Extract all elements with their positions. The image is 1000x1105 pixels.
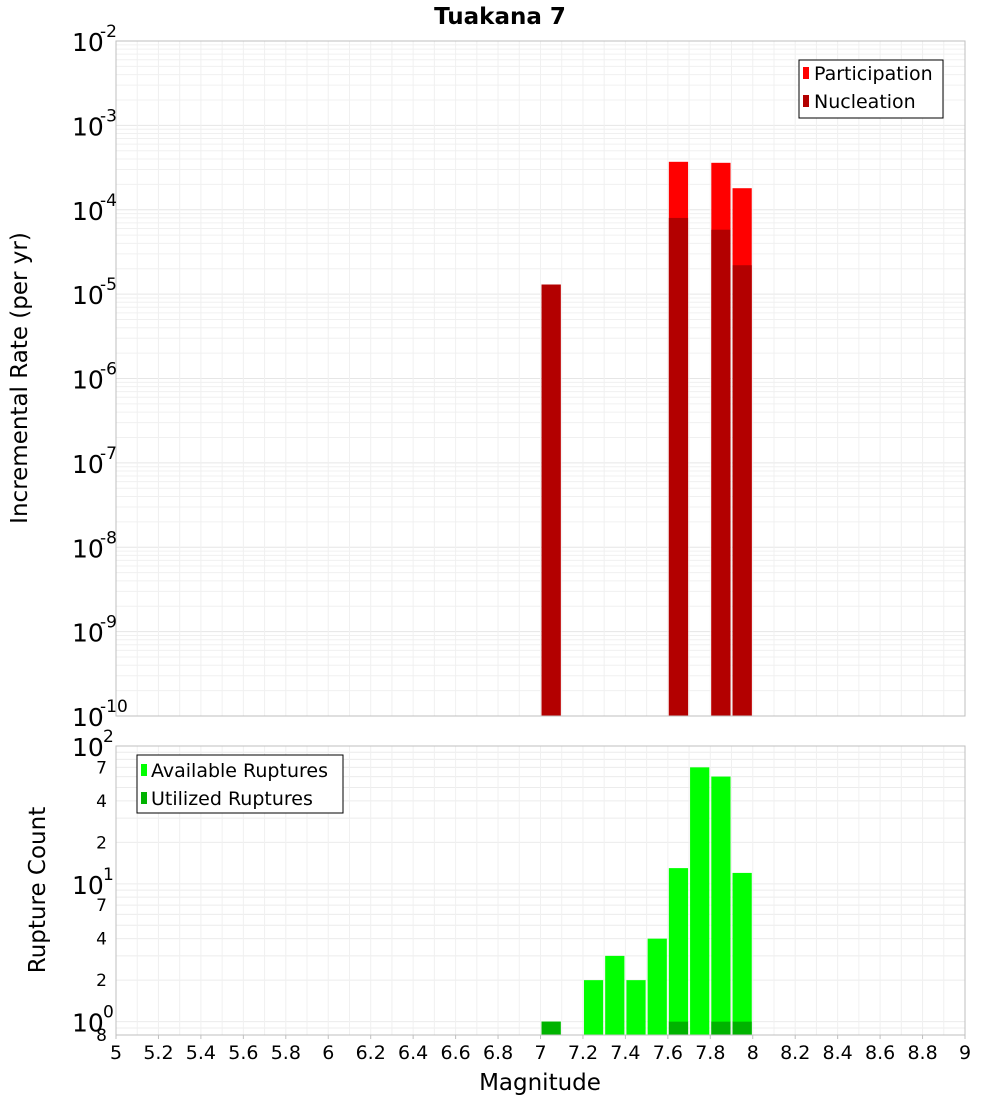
bottom-y-minor-tick-label: 8 <box>96 1026 107 1046</box>
bottom-y-tick-exponent: 1 <box>103 865 114 885</box>
x-tick-label: 5.6 <box>228 1042 258 1064</box>
x-tick-label: 5.4 <box>186 1042 216 1064</box>
bottom-y-axis-label: Rupture Count <box>25 807 51 973</box>
bottom-legend: Available Ruptures Utilized Ruptures <box>136 754 344 814</box>
available-ruptures-bar <box>583 980 604 1035</box>
bottom-legend-box <box>136 754 344 814</box>
available-ruptures-bar <box>647 938 667 1035</box>
legend-swatch-utilized <box>141 792 147 804</box>
x-axis-label: Magnitude <box>479 1070 601 1096</box>
bottom-y-tick-base: 10 <box>72 871 104 900</box>
x-tick-label: 7.2 <box>568 1042 598 1064</box>
x-tick-labels: 5 5.2 5.4 5.6 5.8 6 6.2 6.4 6.6 6.8 7 7.2 7.4 7.6 7.8 8… <box>110 1035 971 1064</box>
bottom-y-minor-tick-label: 7 <box>96 896 107 916</box>
utilized-ruptures-bar <box>732 1021 752 1035</box>
top-y-tick-base: 10 <box>72 703 104 732</box>
nucleation-bar <box>732 265 752 716</box>
x-tick-label: 5 <box>110 1042 122 1064</box>
available-ruptures-bar <box>605 955 625 1035</box>
legend-label-utilized: Utilized Ruptures <box>151 788 313 810</box>
available-ruptures-bar <box>668 868 689 1035</box>
nucleation-bar <box>668 217 689 716</box>
top-y-tick-labels: 10-210-310-410-510-610-710-810-910-10 <box>72 22 128 732</box>
x-tick-label: 7.6 <box>653 1042 683 1064</box>
nucleation-bar <box>711 229 731 717</box>
bottom-y-minor-tick-label: 2 <box>96 833 107 853</box>
top-y-tick-base: 10 <box>72 197 104 226</box>
top-y-tick-exponent: -8 <box>100 528 117 548</box>
chart-title: Tuakana 7 <box>434 4 566 30</box>
x-tick-label: 7.8 <box>695 1042 725 1064</box>
x-tick-label: 9 <box>959 1042 971 1064</box>
x-tick-label: 6 <box>322 1042 334 1064</box>
bottom-y-minor-tick-label: 4 <box>96 930 107 950</box>
x-tick-label: 6.8 <box>483 1042 513 1064</box>
x-tick-label: 7.4 <box>610 1042 640 1064</box>
top-y-tick-base: 10 <box>72 534 104 563</box>
bottom-y-tick-base: 10 <box>72 1009 104 1038</box>
top-y-tick-base: 10 <box>72 366 104 395</box>
available-ruptures-bar <box>732 872 752 1035</box>
legend-label-nucleation: Nucleation <box>814 91 916 113</box>
top-y-tick-exponent: -9 <box>100 613 117 633</box>
top-plot-frame <box>115 40 966 717</box>
utilized-ruptures-bar <box>711 1021 731 1035</box>
top-y-tick-base: 10 <box>72 619 104 648</box>
top-gridlines <box>115 41 966 717</box>
top-y-tick-exponent: -7 <box>100 444 117 464</box>
legend-swatch-participation <box>803 67 809 79</box>
x-tick-label: 6.6 <box>440 1042 470 1064</box>
bottom-y-tick-exponent: 0 <box>103 1003 114 1023</box>
top-y-tick-base: 10 <box>72 281 104 310</box>
top-y-tick-exponent: -3 <box>100 106 117 126</box>
bottom-y-minor-tick-label: 2 <box>96 971 107 991</box>
top-legend-box <box>798 59 944 119</box>
x-tick-label: 8.6 <box>865 1042 895 1064</box>
x-tick-label: 5.8 <box>271 1042 301 1064</box>
x-tick-label: 7 <box>534 1042 546 1064</box>
legend-label-participation: Participation <box>814 63 933 85</box>
bottom-y-tick-base: 10 <box>72 733 104 762</box>
top-y-tick-base: 10 <box>72 28 104 57</box>
available-ruptures-bar <box>626 980 646 1035</box>
top-y-axis-label: Incremental Rate (per yr) <box>7 232 33 524</box>
x-tick-label: 6.2 <box>356 1042 386 1064</box>
x-tick-label: 6.4 <box>398 1042 428 1064</box>
available-ruptures-bar <box>690 767 710 1035</box>
bottom-y-minor-tick-label: 4 <box>96 792 107 812</box>
x-tick-label: 5.2 <box>143 1042 173 1064</box>
bottom-bars <box>541 767 752 1035</box>
x-tick-label: 8.4 <box>823 1042 853 1064</box>
legend-label-available: Available Ruptures <box>151 760 328 782</box>
top-legend: Participation Nucleation <box>798 59 944 119</box>
available-ruptures-bar <box>711 776 731 1035</box>
bottom-y-tick-exponent: 2 <box>103 727 114 747</box>
top-y-tick-exponent: -2 <box>100 22 117 42</box>
top-plot-area: 10-210-310-410-510-610-710-810-910-10 In… <box>7 22 966 732</box>
top-y-tick-base: 10 <box>72 112 104 141</box>
top-y-tick-exponent: -4 <box>100 191 117 211</box>
top-y-tick-exponent: -6 <box>100 360 117 380</box>
top-bars <box>541 161 752 717</box>
utilized-ruptures-bar <box>541 1021 561 1035</box>
x-tick-label: 8 <box>747 1042 759 1064</box>
top-y-tick-base: 10 <box>72 450 104 479</box>
utilized-ruptures-bar <box>668 1021 689 1035</box>
bottom-y-minor-tick-label: 7 <box>96 758 107 778</box>
x-tick-label: 8.8 <box>907 1042 937 1064</box>
top-y-tick-exponent: -5 <box>100 275 117 295</box>
x-tick-label: 8.2 <box>780 1042 810 1064</box>
nucleation-bar <box>541 284 561 716</box>
top-y-tick-exponent: -10 <box>100 697 128 717</box>
legend-swatch-nucleation <box>803 95 809 107</box>
legend-swatch-available <box>141 764 147 776</box>
